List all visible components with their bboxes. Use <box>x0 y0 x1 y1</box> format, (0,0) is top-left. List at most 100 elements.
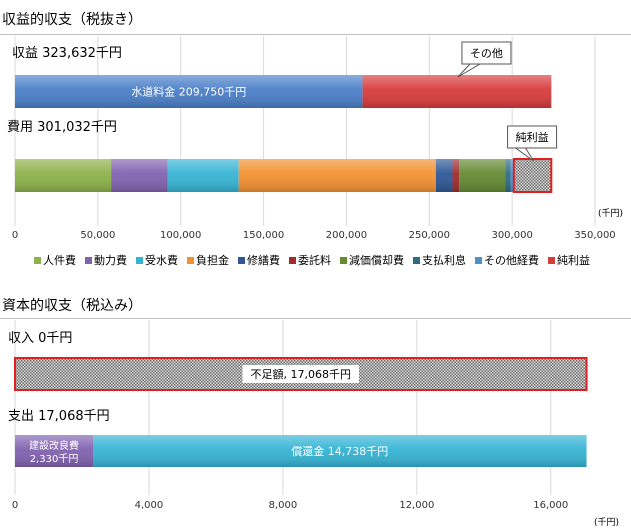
row-label-income: 収入 0千円 <box>8 331 72 346</box>
bar-segment-shade <box>93 435 587 467</box>
row-label-revenue: 収益 323,632千円 <box>12 46 122 61</box>
bar-segment: 水道料金 209,750千円 <box>15 75 363 108</box>
x-axis-tick-labels: 0 50,000 100,000 150,000 200,000 250,000 300,0… <box>12 230 616 241</box>
bar-segment: 不足額, 17,068千円 <box>14 357 588 391</box>
legend-swatch <box>34 257 41 264</box>
legend-item: 修繕費 <box>238 253 280 267</box>
callout: 純利益 <box>507 125 558 162</box>
bar-segment-shade <box>459 159 506 192</box>
legend-label: 純利益 <box>557 253 590 267</box>
bar-segment <box>111 159 168 192</box>
legend-item: 支払利息 <box>413 253 466 267</box>
legend-item: 負担金 <box>187 253 229 267</box>
tick-label: 50,000 <box>80 230 115 241</box>
bar-segment-shade <box>510 159 514 192</box>
callout-box <box>461 41 512 65</box>
callout-label: 純利益 <box>516 130 549 144</box>
data-label: 水道料金 209,750千円 <box>131 85 246 99</box>
legend-swatch <box>413 257 420 264</box>
bar-segment-shade <box>15 159 112 192</box>
legend-label: 減価償却費 <box>349 253 404 267</box>
bar-segment <box>238 159 436 192</box>
bar-segment <box>15 159 112 192</box>
bar-segment-shade <box>452 159 460 192</box>
tick-label: 0 <box>12 500 18 511</box>
tick-label: 150,000 <box>243 230 284 241</box>
capital-chart: 資本的収支（税込み） 収入 0千円 支出 17,068千円 不足額, 17,06… <box>0 298 631 528</box>
gridlines <box>14 36 596 226</box>
tick-label: 300,000 <box>491 230 532 241</box>
legend-label: 委託料 <box>298 253 331 267</box>
legend-item: 人件費 <box>34 253 76 267</box>
data-label: 償還金 14,738千円 <box>291 444 388 458</box>
data-label: 建設改良費 2,330千円 <box>29 439 79 465</box>
data-label-line: 2,330千円 <box>30 453 79 465</box>
legend-swatch <box>136 257 143 264</box>
tick-label: 4,000 <box>135 500 164 511</box>
bar-segment <box>512 158 553 193</box>
unit-label: (千円) <box>594 517 619 528</box>
legend-label: 支払利息 <box>422 253 466 267</box>
x-axis-tick-labels: 0 4,000 8,000 12,000 16,000 <box>12 500 568 511</box>
tick-label: 350,000 <box>574 230 615 241</box>
legend-item: その他経費 <box>475 253 539 267</box>
bar-segment <box>505 159 511 192</box>
legend-label: 修繕費 <box>247 253 280 267</box>
bar-segment-shade <box>111 159 168 192</box>
legend-swatch <box>289 257 296 264</box>
chart-title: 資本的収支（税込み） <box>2 298 142 314</box>
legend-item: 純利益 <box>548 253 590 267</box>
unit-label: (千円) <box>598 208 623 219</box>
legend-swatch <box>475 257 482 264</box>
legend: 人件費 動力費 受水費 負担金 修繕費 委託料 減価償却費 支払利息 その他経費 純利益 <box>34 253 590 267</box>
legend-swatch <box>340 257 347 264</box>
legend-swatch <box>187 257 194 264</box>
legend-swatch <box>548 257 555 264</box>
bar-segment <box>452 159 460 192</box>
legend-label: 受水費 <box>145 253 178 267</box>
bars: 水道料金 209,750千円 <box>15 75 553 193</box>
legend-swatch <box>85 257 92 264</box>
gridlines <box>14 320 552 495</box>
row-label-expense: 費用 301,032千円 <box>7 120 117 135</box>
bar-segment: 償還金 14,738千円 <box>93 435 587 467</box>
legend-item: 減価償却費 <box>340 253 404 267</box>
data-label: 不足額, 17,068千円 <box>251 368 351 381</box>
bar-segment-shade <box>15 435 94 467</box>
callout: その他 <box>457 41 512 78</box>
data-label-line: 建設改良費 <box>29 439 79 452</box>
legend-item: 受水費 <box>136 253 178 267</box>
bar-segment <box>435 159 453 192</box>
tick-label: 0 <box>12 230 18 241</box>
legend-item: 委託料 <box>289 253 331 267</box>
row-label-outflow: 支出 17,068千円 <box>8 409 110 424</box>
tick-label: 200,000 <box>326 230 367 241</box>
data-label-bg <box>242 365 360 383</box>
bar-segment-shade <box>167 159 239 192</box>
tick-label: 8,000 <box>269 500 298 511</box>
bar-segment <box>362 75 552 108</box>
bar-segment-shade <box>238 159 436 192</box>
legend-label: 動力費 <box>94 253 127 267</box>
bar-segment <box>167 159 239 192</box>
bar-segment: 建設改良費 2,330千円 <box>15 435 94 467</box>
tick-label: 100,000 <box>160 230 201 241</box>
tick-label: 12,000 <box>399 500 434 511</box>
callout-label: その他 <box>470 47 503 60</box>
bar-segment-shade <box>505 159 511 192</box>
legend-label: その他経費 <box>484 253 539 267</box>
tick-label: 16,000 <box>533 500 568 511</box>
bar-segment-shade <box>362 75 552 108</box>
revenue-expense-chart: 収益的収支（税抜き） 収益 323,632千円 費用 301,032千円 水道料… <box>0 12 631 267</box>
bar-segment-shade <box>435 159 453 192</box>
legend-swatch <box>238 257 245 264</box>
tick-label: 250,000 <box>409 230 450 241</box>
chart-title: 収益的収支（税抜き） <box>2 12 142 28</box>
legend-label: 負担金 <box>196 253 229 267</box>
bar-segment-fill <box>512 158 553 193</box>
bar-segment <box>459 159 506 192</box>
legend-label: 人件費 <box>43 253 76 267</box>
